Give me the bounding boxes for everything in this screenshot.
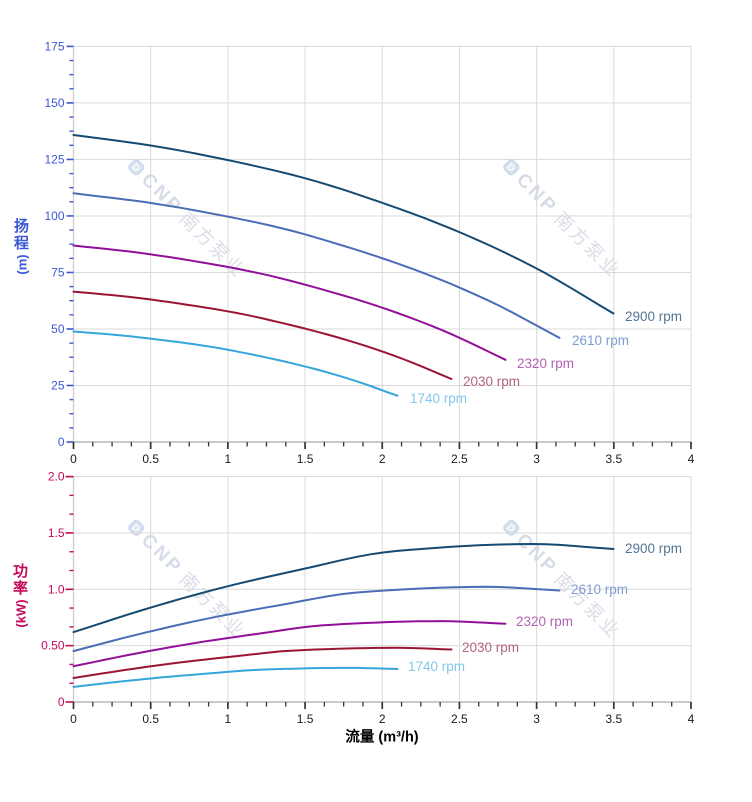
svg-text:2030 rpm: 2030 rpm: [462, 640, 519, 655]
svg-text:2.0: 2.0: [48, 470, 65, 484]
svg-text:1.5: 1.5: [297, 452, 314, 466]
svg-text:0.5: 0.5: [142, 452, 159, 466]
svg-text:(kW): (kW): [14, 599, 29, 627]
svg-text:4: 4: [688, 712, 695, 726]
svg-text:75: 75: [51, 266, 65, 280]
svg-text:2: 2: [379, 712, 386, 726]
svg-text:0: 0: [58, 695, 65, 709]
svg-text:2320 rpm: 2320 rpm: [516, 614, 573, 629]
svg-text:1: 1: [225, 452, 232, 466]
svg-text:0.50: 0.50: [41, 639, 65, 653]
svg-text:2610 rpm: 2610 rpm: [572, 333, 629, 348]
svg-text:2320 rpm: 2320 rpm: [517, 356, 574, 371]
svg-text:1.5: 1.5: [48, 526, 65, 540]
svg-text:2.5: 2.5: [451, 712, 468, 726]
svg-text:1: 1: [225, 712, 232, 726]
svg-text:3: 3: [533, 452, 540, 466]
svg-text:2.5: 2.5: [451, 452, 468, 466]
svg-text:2900 rpm: 2900 rpm: [625, 541, 682, 556]
svg-text:3.5: 3.5: [605, 712, 622, 726]
svg-text:150: 150: [44, 96, 64, 110]
svg-text:1.5: 1.5: [297, 712, 314, 726]
svg-text:1.0: 1.0: [48, 582, 65, 596]
svg-text:率: 率: [13, 579, 28, 597]
svg-text:2610 rpm: 2610 rpm: [571, 582, 628, 597]
svg-text:程: 程: [14, 235, 29, 252]
svg-text:1740 rpm: 1740 rpm: [408, 659, 465, 674]
svg-text:0.5: 0.5: [142, 712, 159, 726]
svg-text:2: 2: [379, 452, 386, 466]
svg-text:0: 0: [58, 435, 65, 449]
svg-text:1740 rpm: 1740 rpm: [410, 391, 467, 406]
svg-text:2030 rpm: 2030 rpm: [463, 374, 520, 389]
svg-text:175: 175: [44, 39, 64, 53]
svg-text:50: 50: [51, 322, 65, 336]
svg-text:流量 (m³/h): 流量 (m³/h): [345, 728, 418, 746]
svg-text:3: 3: [533, 712, 540, 726]
svg-text:3.5: 3.5: [605, 452, 622, 466]
svg-text:100: 100: [44, 209, 64, 223]
svg-text:扬: 扬: [14, 217, 29, 235]
svg-text:(m): (m): [15, 254, 30, 274]
svg-text:25: 25: [51, 379, 65, 393]
svg-text:功: 功: [13, 563, 28, 580]
svg-text:2900 rpm: 2900 rpm: [625, 309, 682, 324]
svg-text:125: 125: [44, 152, 64, 166]
svg-text:0: 0: [70, 712, 77, 726]
svg-text:0: 0: [70, 452, 77, 466]
svg-text:4: 4: [688, 452, 695, 466]
